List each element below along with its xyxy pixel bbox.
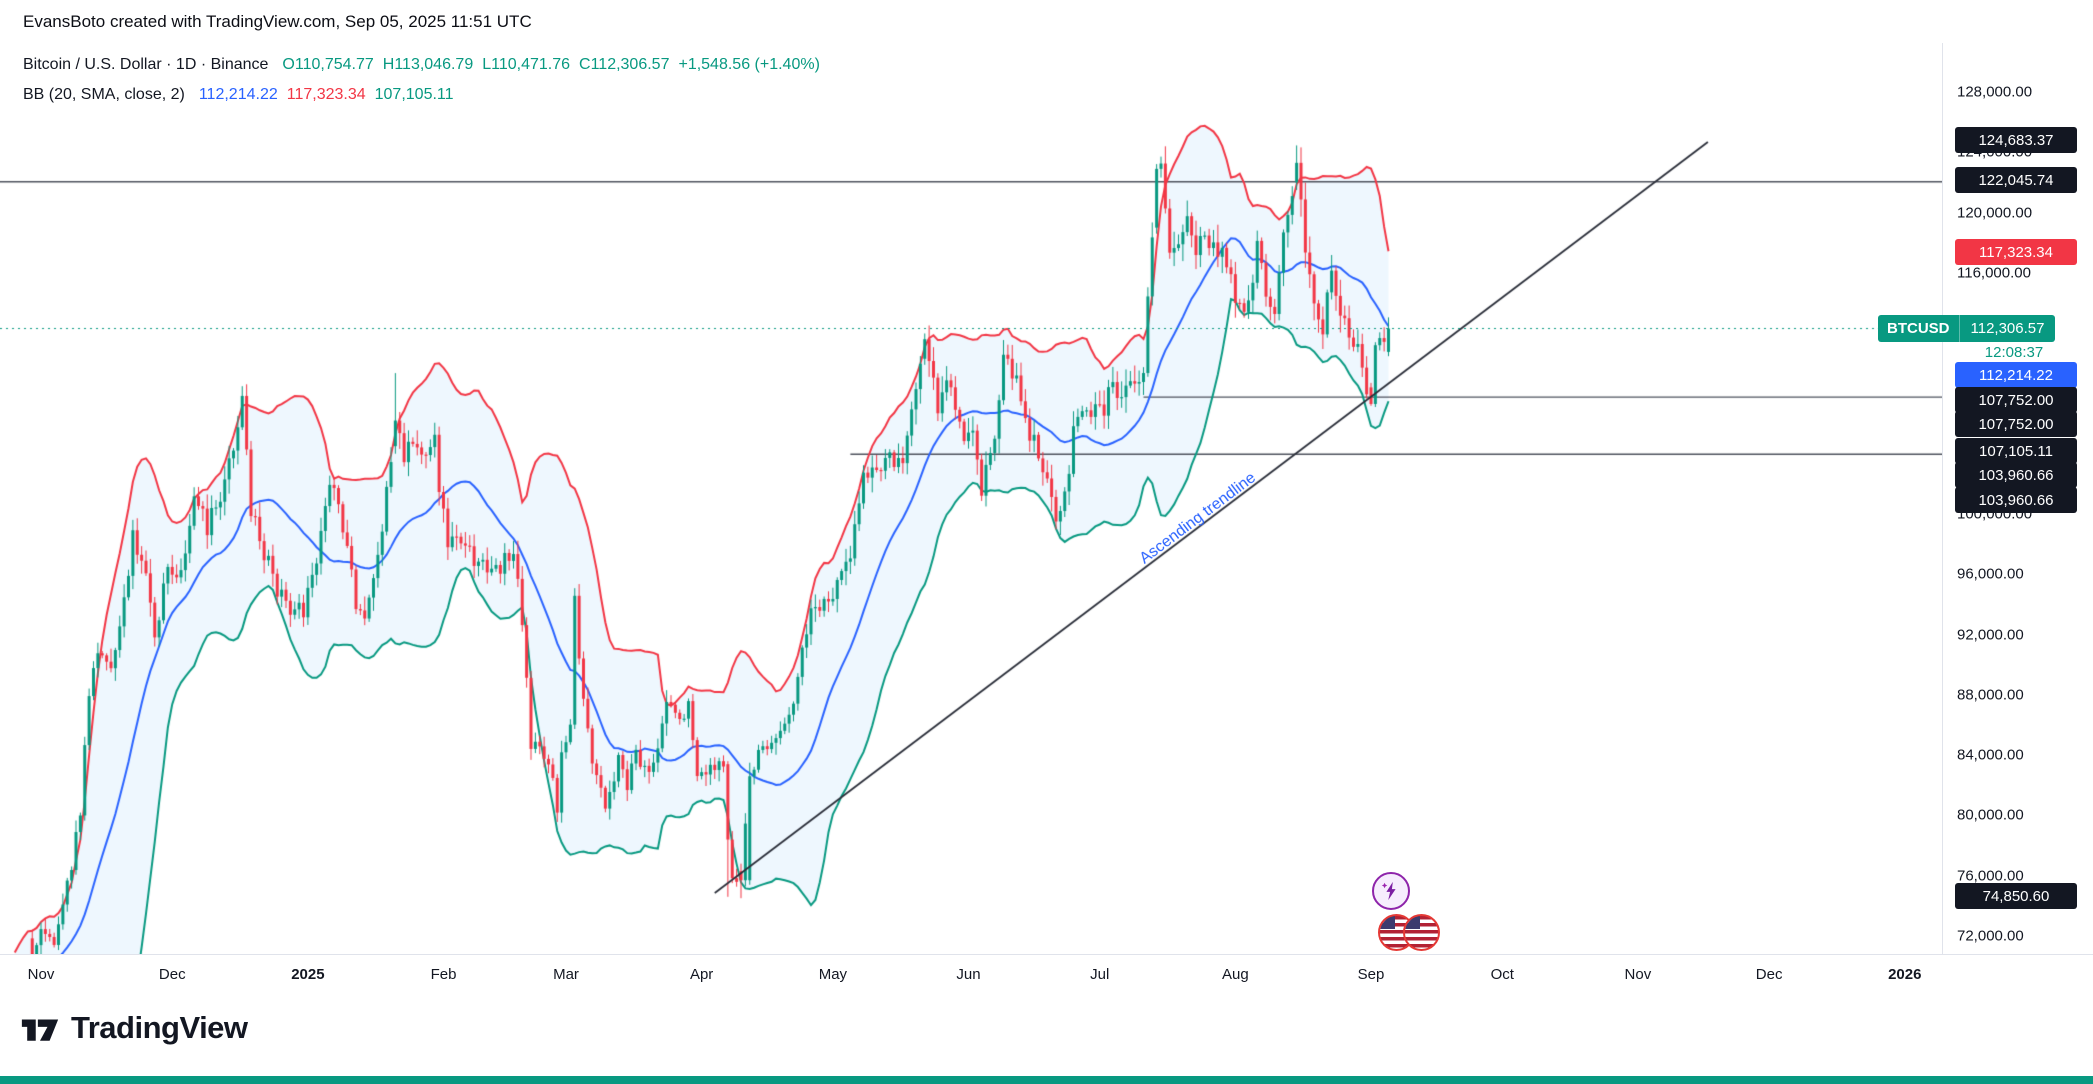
tradingview-logo-icon xyxy=(21,1019,59,1041)
price-tick-label: 72,000.00 xyxy=(1957,927,2024,945)
price-level-badge: 117,323.34 xyxy=(1955,239,2077,265)
price-level-badge: 103,960.66 xyxy=(1955,487,2077,513)
price-tick-label: 88,000.00 xyxy=(1957,686,2024,704)
tradingview-logo-text: TradingView xyxy=(71,1010,248,1045)
high-value: 113,046.79 xyxy=(394,56,474,73)
time-axis-label: May xyxy=(818,966,848,983)
current-price-value: 112,306.57 xyxy=(1970,320,2045,337)
time-axis-label: Dec xyxy=(158,966,186,983)
price-level-badge: 124,683.37 xyxy=(1955,127,2077,153)
us-event-flags[interactable] xyxy=(1378,914,1440,951)
attribution-bar: EvansBoto created with TradingView.com, … xyxy=(0,0,2093,43)
economic-event-icon[interactable] xyxy=(1372,872,1410,910)
bottom-accent-bar xyxy=(0,1076,2093,1084)
time-axis-label: Apr xyxy=(689,966,714,983)
symbol-legend-row: Bitcoin / U.S. Dollar · 1D · Binance O 11… xyxy=(23,50,820,80)
price-level-badge: 107,752.00 xyxy=(1955,387,2077,413)
price-tick-label: 80,000.00 xyxy=(1957,806,2024,824)
price-tick-label: 92,000.00 xyxy=(1957,626,2024,644)
price-axis[interactable]: 128,000.00124,000.00120,000.00116,000.00… xyxy=(1942,43,2093,954)
time-axis-label: Mar xyxy=(553,966,579,983)
time-axis-label: Nov xyxy=(1624,966,1652,983)
price-level-badge: 122,045.74 xyxy=(1955,167,2077,193)
current-price-badge: BTCUSD 112,306.57 xyxy=(1878,315,2056,342)
close-value: 112,306.57 xyxy=(590,56,670,73)
symbol-title: Bitcoin / U.S. Dollar · 1D · Binance xyxy=(23,56,269,73)
indicator-legend-row: BB (20, SMA, close, 2) 112,214.22 117,32… xyxy=(23,80,820,110)
price-level-badge: 74,850.60 xyxy=(1955,883,2077,909)
price-level-badge: 107,752.00 xyxy=(1955,411,2077,437)
price-tick-label: 84,000.00 xyxy=(1957,746,2024,764)
symbol-ticker-label: BTCUSD xyxy=(1878,315,1960,342)
price-level-badge: 103,960.66 xyxy=(1955,462,2077,488)
open-label: O xyxy=(282,56,295,73)
chart-legend: Bitcoin / U.S. Dollar · 1D · Binance O 11… xyxy=(23,50,820,110)
time-axis-label: 2026 xyxy=(1888,966,1922,983)
low-value: 110,471.76 xyxy=(491,56,571,73)
price-tick-label: 128,000.00 xyxy=(1957,83,2033,101)
price-tick-label: 116,000.00 xyxy=(1957,264,2031,282)
bar-close-countdown: 12:08:37 xyxy=(1984,344,2044,361)
indicator-name: BB (20, SMA, close, 2) xyxy=(23,86,185,103)
open-value: 110,754.77 xyxy=(294,56,374,73)
time-axis-label: Jul xyxy=(1090,966,1110,983)
bb-upper-value: 117,323.34 xyxy=(286,86,366,103)
lightning-icon xyxy=(1381,881,1396,901)
time-axis-label: Oct xyxy=(1490,966,1514,983)
price-tick-label: 76,000.00 xyxy=(1957,867,2024,885)
price-level-badge: 112,214.22 xyxy=(1955,362,2077,388)
candlestick-chart-canvas[interactable] xyxy=(0,43,1942,954)
time-axis-label: 2025 xyxy=(291,966,325,983)
time-axis-label: Sep xyxy=(1357,966,1385,983)
close-label: C xyxy=(579,56,591,73)
attribution-text: EvansBoto created with TradingView.com, … xyxy=(23,11,532,31)
change-value: +1,548.56 (+1.40%) xyxy=(678,56,820,73)
time-axis-label: Aug xyxy=(1222,966,1249,983)
tradingview-branding[interactable]: TradingView xyxy=(20,1010,248,1046)
price-tick-label: 96,000.00 xyxy=(1957,565,2024,583)
time-axis-label: Jun xyxy=(956,966,981,983)
price-level-badge: 107,105.11 xyxy=(1955,438,2077,464)
price-tick-label: 120,000.00 xyxy=(1957,204,2033,222)
time-axis-label: Dec xyxy=(1755,966,1783,983)
bb-basis-value: 112,214.22 xyxy=(198,86,278,103)
low-label: L xyxy=(482,56,492,73)
bb-lower-value: 107,105.11 xyxy=(374,86,454,103)
time-axis-label: Nov xyxy=(27,966,55,983)
us-flag-event-icon[interactable] xyxy=(1403,914,1440,951)
high-label: H xyxy=(382,56,395,73)
time-axis[interactable]: Nov Dec 2025 Feb Mar Apr May Jun Jul Aug Sep Oct Nov… xyxy=(0,954,2093,997)
time-axis-label: Feb xyxy=(430,966,457,983)
